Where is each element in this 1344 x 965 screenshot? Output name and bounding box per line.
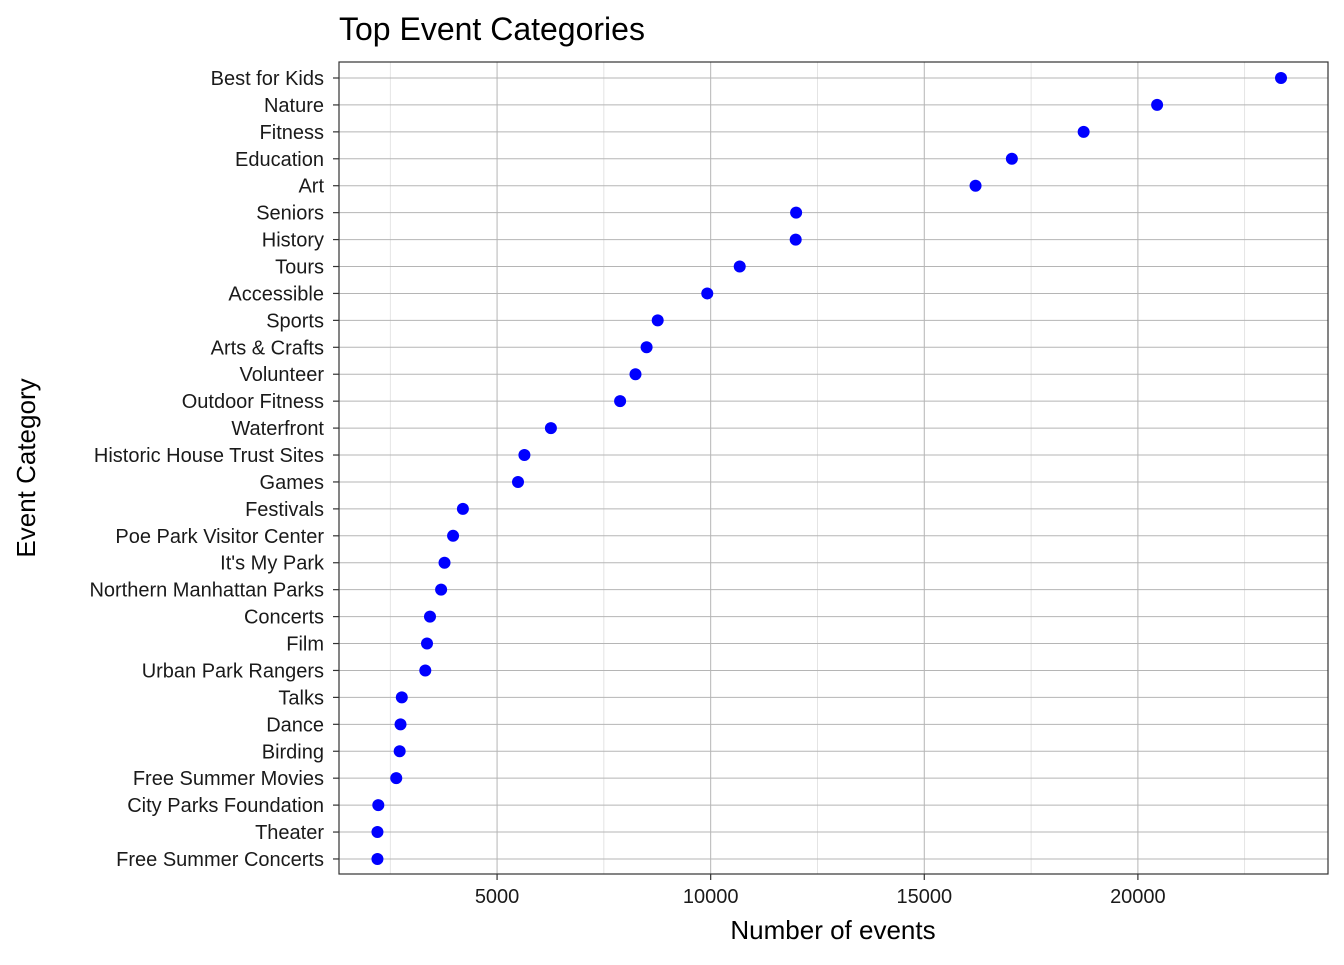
data-point xyxy=(1005,152,1018,165)
data-point xyxy=(447,529,460,542)
y-axis-title: Event Category xyxy=(11,378,41,557)
x-tick-label: 5000 xyxy=(475,886,520,908)
major-grid xyxy=(339,62,1328,874)
y-tick-label: History xyxy=(262,230,324,252)
data-point xyxy=(395,691,408,704)
y-tick-label: Birding xyxy=(262,741,324,763)
data-point xyxy=(969,179,982,192)
data-point xyxy=(393,745,406,758)
y-tick-label: Volunteer xyxy=(239,364,324,386)
data-point xyxy=(651,314,664,327)
y-tick-label: Urban Park Rangers xyxy=(142,660,324,682)
data-point xyxy=(1077,125,1090,138)
data-point xyxy=(629,368,642,381)
y-tick-label: Festivals xyxy=(245,499,324,521)
data-point xyxy=(1151,98,1164,111)
data-point xyxy=(371,826,384,839)
minor-grid xyxy=(389,62,1246,874)
data-point xyxy=(790,206,803,219)
data-point xyxy=(435,583,448,596)
data-point xyxy=(1275,72,1288,84)
y-tick-label: Dance xyxy=(266,714,324,736)
y-tick-label: Theater xyxy=(255,822,324,844)
y-tick-label: Poe Park Visitor Center xyxy=(115,526,324,548)
y-tick-label: Free Summer Concerts xyxy=(116,849,324,871)
data-point xyxy=(419,664,432,677)
x-axis: 5000 10000 15000 20000 xyxy=(475,874,1166,908)
data-point xyxy=(733,260,746,273)
y-tick-label: Games xyxy=(260,472,324,494)
y-tick-label: It's My Park xyxy=(220,553,325,575)
y-tick-label: Northern Manhattan Parks xyxy=(89,580,324,602)
y-tick-label: Arts & Crafts xyxy=(211,337,324,359)
x-axis-title: Number of events xyxy=(730,915,935,945)
y-tick-label: Free Summer Movies xyxy=(133,768,324,790)
data-point xyxy=(371,852,384,865)
data-point xyxy=(701,287,714,300)
y-tick-label: Tours xyxy=(275,257,324,279)
data-point xyxy=(438,556,451,569)
y-tick-label: Accessible xyxy=(228,283,324,305)
data-point xyxy=(512,475,525,488)
y-tick-label: City Parks Foundation xyxy=(127,795,324,817)
y-axis: Best for Kids Nature Fitness Education Art Se… xyxy=(89,68,339,871)
data-point xyxy=(518,449,531,462)
chart-title: Top Event Categories xyxy=(339,11,645,47)
y-tick-label: Fitness xyxy=(260,122,324,144)
x-tick-label: 20000 xyxy=(1110,886,1166,908)
data-point xyxy=(394,718,407,731)
data-point xyxy=(372,799,385,812)
data-point xyxy=(421,637,434,650)
y-tick-label: Seniors xyxy=(256,203,324,225)
y-tick-label: Outdoor Fitness xyxy=(182,391,324,413)
x-tick-label: 10000 xyxy=(683,886,739,908)
y-tick-label: Concerts xyxy=(244,607,324,629)
y-tick-label: Film xyxy=(286,634,324,656)
y-tick-label: Talks xyxy=(278,687,324,709)
data-point xyxy=(789,233,802,246)
y-tick-label: Education xyxy=(235,149,324,171)
data-point xyxy=(544,422,557,435)
data-point xyxy=(456,502,469,515)
y-tick-label: Art xyxy=(298,176,324,198)
y-tick-label: Best for Kids xyxy=(211,68,324,90)
y-tick-label: Waterfront xyxy=(231,418,324,440)
data-points xyxy=(371,72,1288,865)
x-tick-label: 15000 xyxy=(896,886,952,908)
data-point xyxy=(640,341,653,354)
y-tick-label: Historic House Trust Sites xyxy=(94,445,324,467)
y-tick-label: Nature xyxy=(264,95,324,117)
plot-panel-border xyxy=(338,61,1329,875)
data-point xyxy=(423,610,436,623)
data-point xyxy=(390,772,403,785)
y-tick-label: Sports xyxy=(266,310,324,332)
data-point xyxy=(614,395,627,408)
